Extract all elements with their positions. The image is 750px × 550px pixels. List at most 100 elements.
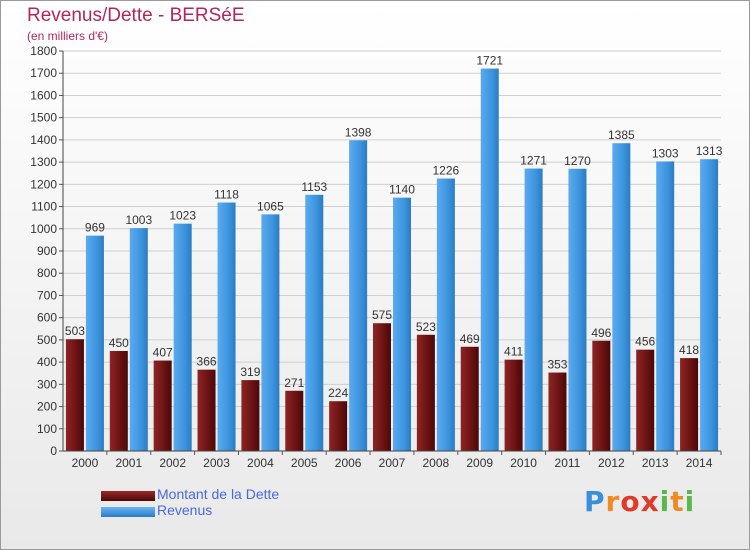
bar-revenus <box>217 202 236 451</box>
y-tick-label: 800 <box>37 266 57 280</box>
bar-debt <box>373 323 391 451</box>
y-tick-label: 1200 <box>30 177 57 191</box>
x-tick-label: 2000 <box>72 456 99 470</box>
logo-letter: i <box>684 485 696 518</box>
data-label: 456 <box>635 335 655 349</box>
data-label: 1313 <box>696 144 723 158</box>
data-label: 523 <box>416 320 436 334</box>
x-tick-label: 2008 <box>423 456 450 470</box>
bar-revenus <box>129 228 148 451</box>
data-label: 411 <box>504 345 523 359</box>
x-tick-label: 2001 <box>115 456 142 470</box>
data-label: 353 <box>547 358 567 372</box>
data-label: 407 <box>153 346 173 360</box>
x-tick-label: 2012 <box>598 456 625 470</box>
bar-revenus <box>568 168 587 451</box>
bar-debt <box>460 346 479 451</box>
data-label: 1398 <box>345 125 372 139</box>
x-tick-label: 2004 <box>247 456 274 470</box>
chart-subtitle: (en milliers d'€) <box>27 29 108 43</box>
bar-revenus <box>612 143 631 451</box>
x-tick-label: 2005 <box>291 456 318 470</box>
x-tick-label: 2014 <box>686 456 713 470</box>
y-tick-label: 1600 <box>30 88 57 102</box>
data-label: 1065 <box>257 199 284 213</box>
data-label: 1385 <box>608 128 635 142</box>
data-label: 1303 <box>652 146 679 160</box>
logo-letter: t <box>670 485 685 518</box>
grid-lines <box>63 50 721 452</box>
bar-revenus <box>349 140 368 452</box>
data-label: 1153 <box>301 180 327 194</box>
legend-swatch-debt <box>101 491 155 501</box>
data-label: 969 <box>85 221 105 235</box>
logo-letter: i <box>659 485 671 518</box>
x-tick-label: 2007 <box>379 456 406 470</box>
bar-debt <box>680 358 699 451</box>
chart-title: Revenus/Dette - BERSéE <box>27 5 245 26</box>
bar-revenus <box>524 168 543 452</box>
y-tick-label: 500 <box>37 333 57 347</box>
y-tick-label: 600 <box>37 311 57 325</box>
y-tick-label: 0 <box>50 444 57 458</box>
x-tick-label: 2009 <box>466 456 493 470</box>
logo-letter: o <box>620 485 641 518</box>
legend-swatch-revenus <box>101 507 155 517</box>
bar-revenus <box>656 161 675 451</box>
x-tick-label: 2013 <box>642 456 669 470</box>
y-tick-label: 1100 <box>31 200 57 214</box>
legend-label-debt: Montant de la Dette <box>157 486 280 502</box>
x-tick-label: 2002 <box>159 456 186 470</box>
y-tick-label: 100 <box>37 422 57 436</box>
bar-debt <box>153 360 172 451</box>
data-label: 469 <box>460 332 480 346</box>
y-tick-label: 1500 <box>30 111 57 125</box>
bars <box>65 68 719 452</box>
data-label: 319 <box>240 365 260 379</box>
data-label: 1271 <box>520 154 547 168</box>
y-tick-label: 1000 <box>30 222 57 236</box>
data-label: 503 <box>65 324 85 338</box>
bar-debt <box>504 359 523 451</box>
data-labels: 503 969 450 1003 407 1023 366 1118 319 1065 271 115… <box>65 54 723 401</box>
y-tick-label: 1400 <box>30 133 57 147</box>
x-tick-label: 2003 <box>203 456 230 470</box>
bar-debt <box>197 369 216 451</box>
data-label: 418 <box>679 343 699 357</box>
bar-revenus <box>305 194 324 451</box>
data-label: 1270 <box>564 154 591 168</box>
y-tick-label: 700 <box>37 288 57 302</box>
bar-debt <box>285 390 304 451</box>
bar-debt <box>636 349 655 451</box>
bar-revenus <box>700 159 719 451</box>
y-tick-label: 200 <box>37 400 57 414</box>
bar-revenus <box>173 223 192 451</box>
x-tick-label: 2006 <box>335 456 362 470</box>
data-label: 224 <box>328 386 348 400</box>
data-label: 1023 <box>169 209 196 223</box>
data-label: 1003 <box>125 213 152 227</box>
bar-revenus <box>436 178 455 452</box>
data-label: 1118 <box>214 188 239 202</box>
bar-debt <box>65 339 84 451</box>
y-tick-label: 300 <box>37 377 57 391</box>
bar-revenus <box>480 68 499 452</box>
data-label: 366 <box>197 355 217 369</box>
y-tick-label: 1300 <box>30 155 57 169</box>
bar-debt <box>241 380 260 451</box>
axes: 0 100 200 300 400 500 600 700 800 900 1000 1100 1200… <box>30 44 722 470</box>
y-tick-label: 400 <box>37 355 57 369</box>
bar-revenus <box>393 197 411 451</box>
bar-revenus <box>85 235 104 451</box>
x-tick-label: 2010 <box>510 456 537 470</box>
logo-letter: r <box>605 485 621 518</box>
data-label: 271 <box>284 376 304 390</box>
x-tick-label: 2011 <box>555 456 581 470</box>
proxiti-logo: Proxiti <box>584 485 695 518</box>
data-label: 450 <box>109 336 129 350</box>
data-label: 1721 <box>476 54 503 68</box>
legend-label-revenus: Revenus <box>157 502 213 518</box>
y-tick-label: 1700 <box>30 66 57 80</box>
